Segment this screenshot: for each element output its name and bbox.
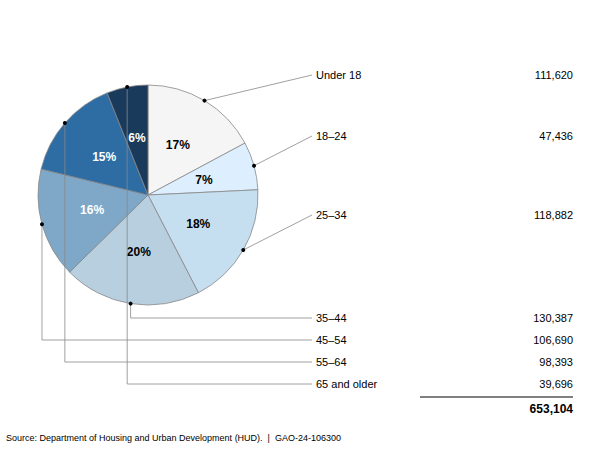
svg-text:35–44: 35–44 [316,312,347,324]
svg-text:130,387: 130,387 [533,312,573,324]
svg-text:39,696: 39,696 [539,378,573,390]
svg-text:118,882: 118,882 [534,209,573,221]
svg-text:20%: 20% [127,245,151,259]
svg-text:106,690: 106,690 [533,334,573,346]
svg-text:653,104: 653,104 [530,402,574,416]
svg-text:15%: 15% [92,150,116,164]
svg-text:17%: 17% [166,138,190,152]
svg-text:55–64: 55–64 [316,356,347,368]
svg-text:98,393: 98,393 [539,356,573,368]
svg-text:111,620: 111,620 [535,69,573,81]
svg-text:47,436: 47,436 [539,130,573,142]
svg-text:16%: 16% [80,203,104,217]
svg-text:6%: 6% [128,131,146,145]
svg-text:Source: Department of Housing: Source: Department of Housing and Urban … [6,433,341,443]
svg-text:65 and older: 65 and older [316,378,377,390]
svg-text:45–54: 45–54 [316,334,347,346]
svg-text:18–24: 18–24 [316,130,347,142]
svg-text:7%: 7% [195,173,213,187]
svg-text:18%: 18% [186,217,210,231]
svg-text:Under 18: Under 18 [316,69,361,81]
svg-text:25–34: 25–34 [316,209,347,221]
